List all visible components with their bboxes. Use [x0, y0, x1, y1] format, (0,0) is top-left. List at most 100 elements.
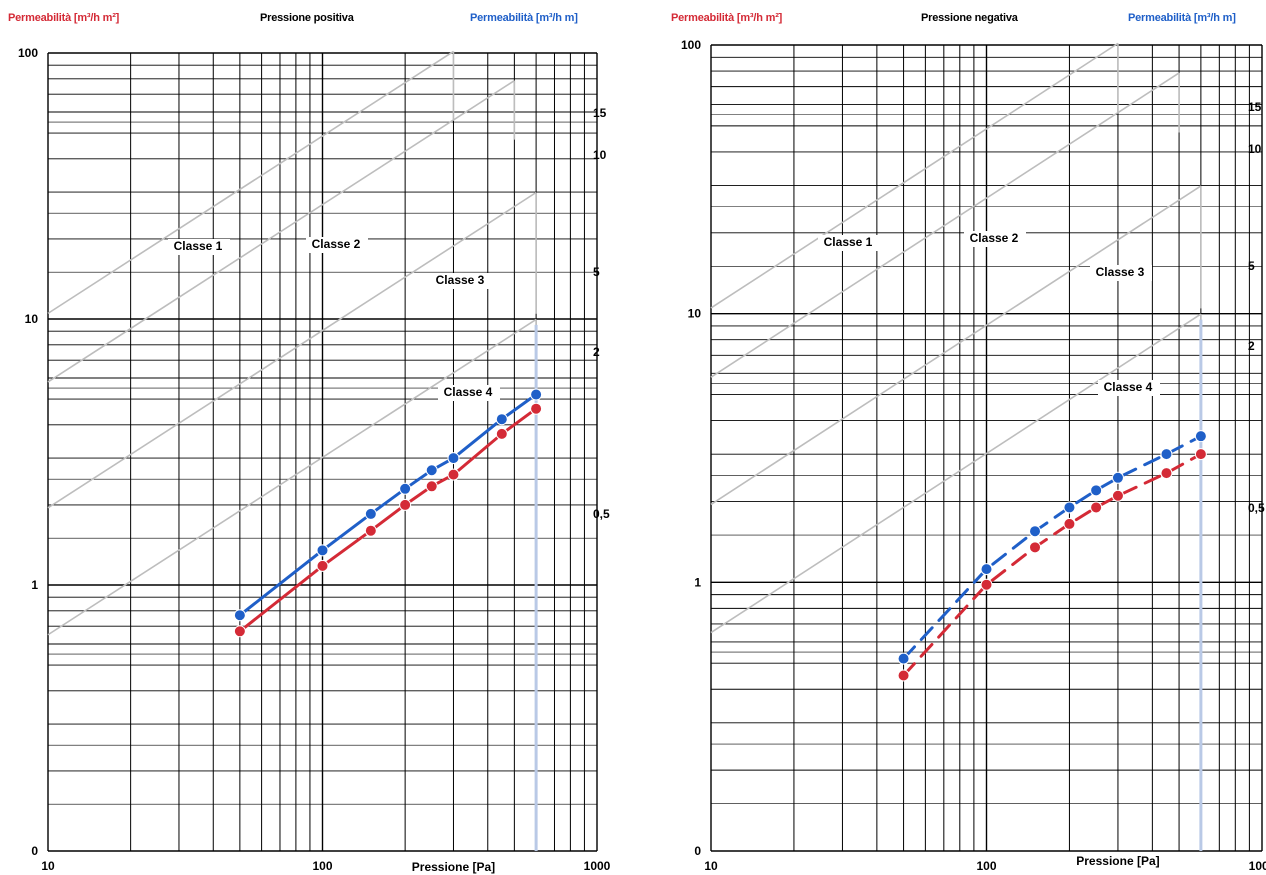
series-line-blue [902, 434, 1203, 661]
chart1-title: Pressione positiva [260, 12, 354, 24]
data-point-blue [1090, 484, 1103, 497]
data-point-blue [980, 563, 993, 576]
chart2-title: Pressione negativa [921, 12, 1018, 24]
data-point-red [1194, 448, 1207, 461]
data-point-red [1111, 489, 1124, 502]
data-point-red [1029, 541, 1042, 554]
class-lines [47, 50, 538, 851]
right-tick-label: 10 [1248, 142, 1262, 156]
class-label-bg [818, 235, 880, 251]
y-tick-label: 0 [694, 844, 701, 858]
right-tick-label: 2 [1248, 339, 1255, 353]
y-tick-label: 10 [25, 312, 39, 326]
data-point-blue [1029, 525, 1042, 538]
y-tick-label: 1 [694, 575, 701, 589]
x-tick-label: 100 [312, 859, 332, 873]
class-label-3: Classe 3 [436, 273, 485, 287]
x-tick-label: 10 [41, 859, 55, 873]
x-tick-label: 100 [976, 859, 996, 873]
data-point-red [399, 498, 412, 511]
class-line-2 [710, 72, 1180, 378]
data-point-red [980, 578, 993, 591]
chart1-ylabel-left: Permeabilità [m³/h m²] [8, 12, 120, 24]
data-point-red [1063, 517, 1076, 530]
series-line-blue [238, 393, 538, 617]
data-point-blue [897, 652, 910, 665]
class-label-3: Classe 3 [1096, 265, 1145, 279]
data-point-blue [364, 507, 377, 520]
series-line-red [902, 452, 1203, 677]
data-point-blue [530, 388, 543, 401]
data-point-red [1090, 501, 1103, 514]
data-point-blue [1063, 501, 1076, 514]
right-tick-label: 5 [593, 265, 600, 279]
y-tick-label: 100 [681, 38, 701, 52]
class-label-2: Classe 2 [312, 237, 361, 251]
chart1-ylabel-right: Permeabilità [m³/h m] [470, 12, 578, 24]
y-tick-label: 0 [31, 844, 38, 858]
class-label-bg [438, 385, 500, 401]
data-point-blue [425, 464, 438, 477]
data-point-red [897, 669, 910, 682]
class-label-bg [306, 237, 368, 253]
grid [47, 52, 598, 852]
right-tick-label: 15 [1248, 100, 1262, 114]
class-line-4 [47, 318, 537, 636]
class-label-bg [964, 231, 1026, 247]
class-label-bg [168, 239, 230, 255]
class-label-1: Classe 1 [174, 239, 223, 253]
right-tick-label: 5 [1248, 259, 1255, 273]
data-point-blue [399, 482, 412, 495]
right-tick-label: 10 [593, 148, 607, 162]
y-tick-label: 1 [31, 578, 38, 592]
class-line-1 [710, 42, 1119, 309]
data-point-blue [447, 452, 460, 465]
grid [710, 44, 1263, 852]
x-tick-label: 1000 [584, 859, 611, 873]
class-line-1 [47, 50, 454, 315]
y-tick-label: 100 [18, 46, 38, 60]
right-tick-label: 0,5 [593, 507, 610, 521]
y-tick-label: 10 [688, 307, 702, 321]
data-point-red [447, 468, 460, 481]
chart2-ylabel-right: Permeabilità [m³/h m] [1128, 12, 1236, 24]
data-point-blue [233, 609, 246, 622]
data-point-red [530, 402, 543, 415]
x-axis-label: Pressione [Pa] [1076, 854, 1159, 868]
class-line-3 [710, 185, 1202, 506]
x-tick-label: 1000 [1249, 859, 1266, 873]
series-line-red [238, 407, 538, 633]
class-label-bg [1098, 380, 1160, 396]
class-label-4: Classe 4 [1104, 380, 1153, 394]
data-point-blue [316, 544, 329, 557]
right-tick-label: 2 [593, 345, 600, 359]
data-point-blue [1111, 471, 1124, 484]
data-point-red [316, 559, 329, 572]
x-axis-label: Pressione [Pa] [412, 860, 495, 874]
class-label-1: Classe 1 [824, 235, 873, 249]
class-label-4: Classe 4 [444, 385, 493, 399]
data-point-red [1160, 467, 1173, 480]
data-point-red [495, 427, 508, 440]
data-point-blue [495, 413, 508, 426]
class-lines [710, 42, 1203, 851]
class-line-3 [47, 191, 537, 509]
class-label-bg [1090, 265, 1152, 281]
x-tick-label: 10 [704, 859, 718, 873]
class-label-bg [430, 273, 492, 289]
right-tick-label: 0,5 [1248, 501, 1265, 515]
class-label-2: Classe 2 [970, 231, 1019, 245]
data-point-blue [1194, 430, 1207, 443]
data-point-red [233, 625, 246, 638]
data-point-red [364, 524, 377, 537]
class-line-2 [47, 79, 515, 383]
data-point-blue [1160, 448, 1173, 461]
class-line-4 [710, 313, 1202, 634]
chart2-ylabel-left: Permeabilità [m³/h m²] [671, 12, 783, 24]
data-point-red [425, 480, 438, 493]
right-tick-label: 15 [593, 106, 607, 120]
